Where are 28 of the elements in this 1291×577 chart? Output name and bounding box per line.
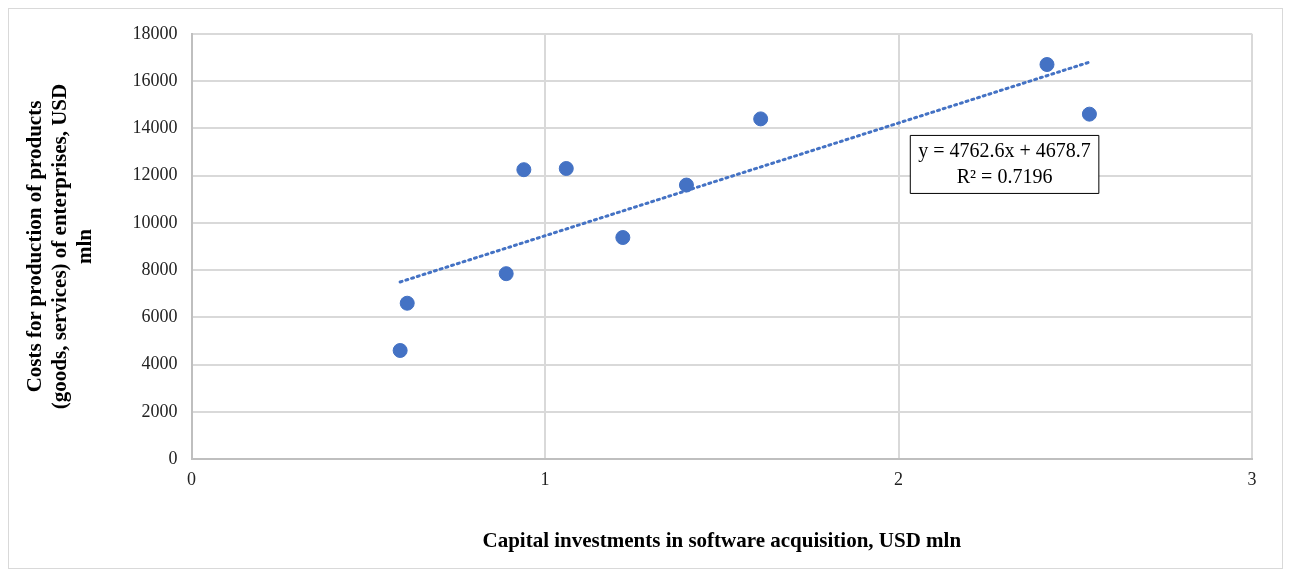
annotation: R² = 0.7196 — [956, 164, 1053, 187]
y-tick-label: 0 — [168, 447, 178, 468]
y-tick-label: 18000 — [132, 22, 178, 43]
point — [615, 230, 631, 246]
point — [498, 266, 514, 282]
x-tick-label: 2 — [894, 468, 904, 489]
point — [399, 295, 415, 311]
y-axis-title: Costs for production of products (goods, services) of enterprises, USD mln — [22, 83, 97, 410]
point — [678, 177, 694, 193]
y-tick-label: 6000 — [141, 306, 178, 327]
point — [753, 111, 769, 127]
y-tick-label: 12000 — [132, 164, 178, 185]
point — [516, 162, 532, 178]
y-tick-label: 8000 — [141, 258, 178, 279]
point — [1039, 57, 1055, 73]
x-tick-label: 1 — [540, 468, 550, 489]
x-tick-label: 0 — [187, 468, 197, 489]
y-tick-label: 10000 — [132, 211, 178, 232]
x-tick-label: 3 — [1247, 468, 1257, 489]
y-tick-label: 16000 — [132, 69, 178, 90]
y-tick-label: 14000 — [132, 117, 178, 138]
x-axis-title: Capital investments in software acquisition, USD mln — [482, 527, 962, 552]
y-tick-label: 4000 — [141, 353, 178, 374]
y-tick-label: 2000 — [141, 400, 178, 421]
point — [1081, 106, 1097, 122]
point — [392, 342, 408, 358]
annotation: y = 4762.6x + 4678.7 — [918, 138, 1091, 162]
point — [558, 161, 574, 177]
